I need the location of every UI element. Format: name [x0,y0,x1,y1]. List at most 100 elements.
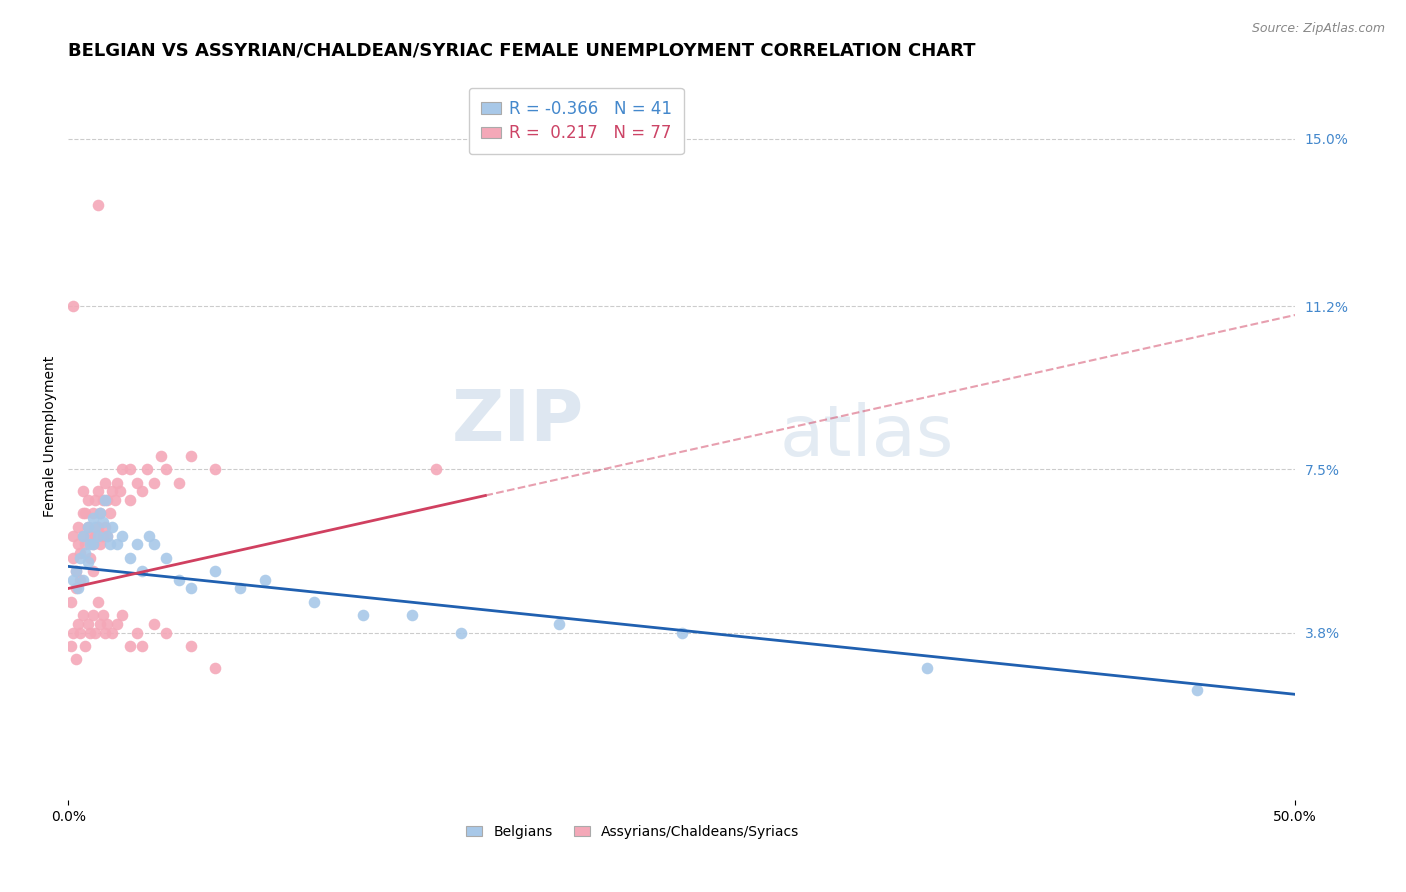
Point [352,607,374,622]
Point [94,475,117,490]
Point [79,537,101,551]
Point [125,625,148,640]
Point [62,299,84,313]
Point [180,639,202,653]
Point [131,564,153,578]
Point [82,511,104,525]
Point [155,625,177,640]
Point [125,537,148,551]
Point [84,625,107,640]
Point [67,582,90,596]
Point [75,537,97,551]
Point [86,528,108,542]
Point [96,528,118,542]
Point [101,625,124,640]
Point [253,573,276,587]
Point [94,625,117,640]
Point [96,616,118,631]
Point [96,528,118,542]
Point [84,528,107,542]
Point [131,639,153,653]
Point [72,528,94,542]
Point [105,475,128,490]
Point [69,546,91,560]
Point [72,507,94,521]
Point [125,475,148,490]
Point [401,607,423,622]
Point [104,493,127,508]
Point [59,639,82,653]
Point [98,507,121,521]
Point [548,616,571,631]
Point [89,507,111,521]
Point [82,507,104,521]
Text: ZIP: ZIP [451,387,583,456]
Point [69,573,91,587]
Point [101,484,124,499]
Point [105,616,128,631]
Point [67,519,90,533]
Point [75,546,97,560]
Point [204,661,226,675]
Point [86,595,108,609]
Point [111,462,134,476]
Point [65,582,87,596]
Point [91,528,114,542]
Point [94,519,117,533]
Point [155,462,177,476]
Point [91,493,114,508]
Point [76,519,98,533]
Text: Source: ZipAtlas.com: Source: ZipAtlas.com [1251,22,1385,36]
Point [86,198,108,212]
Point [118,639,141,653]
Text: atlas: atlas [780,401,955,471]
Point [76,616,98,631]
Point [1185,682,1208,697]
Point [76,519,98,533]
Point [84,493,107,508]
Text: BELGIAN VS ASSYRIAN/CHALDEAN/SYRIAC FEMALE UNEMPLOYMENT CORRELATION CHART: BELGIAN VS ASSYRIAN/CHALDEAN/SYRIAC FEMA… [69,42,976,60]
Point [76,493,98,508]
Point [65,564,87,578]
Point [67,537,90,551]
Point [82,537,104,551]
Point [118,493,141,508]
Point [111,607,134,622]
Point [131,484,153,499]
Point [62,625,84,640]
Point [79,528,101,542]
Point [135,462,157,476]
Point [79,625,101,640]
Point [229,582,252,596]
Point [89,537,111,551]
Point [75,639,97,653]
Point [167,573,190,587]
Y-axis label: Female Unemployment: Female Unemployment [44,356,58,517]
Legend: Belgians, Assyrians/Chaldeans/Syriacs: Belgians, Assyrians/Chaldeans/Syriacs [460,819,806,844]
Point [118,462,141,476]
Point [84,519,107,533]
Point [69,625,91,640]
Point [180,582,202,596]
Point [143,537,166,551]
Point [138,528,160,542]
Point [67,616,90,631]
Point [82,564,104,578]
Point [915,661,938,675]
Point [89,616,111,631]
Point [180,449,202,463]
Point [72,528,94,542]
Point [204,564,226,578]
Point [76,555,98,569]
Point [91,516,114,530]
Point [450,625,472,640]
Point [65,564,87,578]
Point [671,625,693,640]
Point [86,484,108,499]
Point [302,595,325,609]
Point [79,550,101,565]
Point [155,550,177,565]
Point [111,528,134,542]
Point [143,475,166,490]
Point [72,484,94,499]
